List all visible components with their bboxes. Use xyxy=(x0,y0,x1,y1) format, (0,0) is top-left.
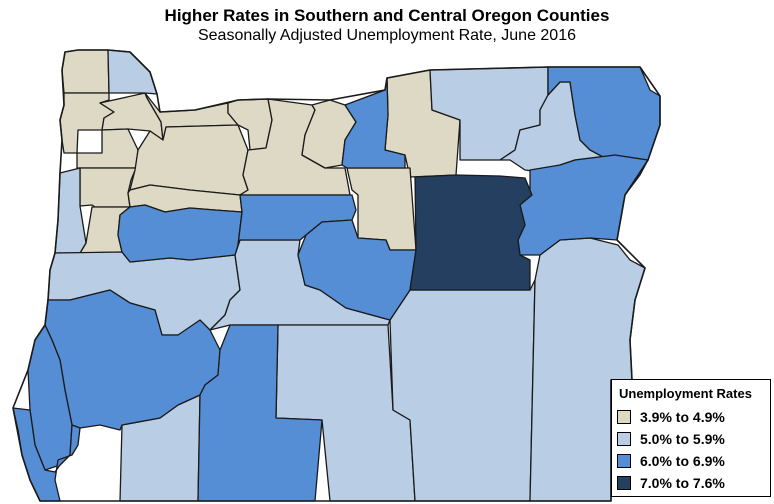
legend-label: 3.9% to 4.9% xyxy=(640,409,725,425)
legend-swatch-icon xyxy=(617,410,631,424)
map-legend: Unemployment Rates 3.9% to 4.9% 5.0% to … xyxy=(611,379,771,497)
map-title: Higher Rates in Southern and Central Ore… xyxy=(164,6,610,25)
county-region[interactable] xyxy=(79,167,137,208)
county-region[interactable] xyxy=(76,128,139,169)
county-region[interactable] xyxy=(117,204,243,263)
legend-label: 5.0% to 5.9% xyxy=(640,431,725,447)
legend-swatch-icon xyxy=(617,476,631,490)
state-outline xyxy=(12,49,661,502)
legend-item-tier4: 7.0% to 7.6% xyxy=(617,473,725,493)
county-region[interactable] xyxy=(409,174,533,291)
legend-swatch-icon xyxy=(617,432,631,446)
legend-label: 6.0% to 6.9% xyxy=(640,453,725,469)
legend-swatch-icon xyxy=(617,454,631,468)
legend-item-tier3: 6.0% to 6.9% xyxy=(617,451,725,471)
map-subtitle: Seasonally Adjusted Unemployment Rate, J… xyxy=(197,27,576,44)
county-region[interactable] xyxy=(61,49,110,94)
county-region[interactable] xyxy=(129,124,249,196)
legend-item-tier2: 5.0% to 5.9% xyxy=(617,429,725,449)
legend-item-tier1: 3.9% to 4.9% xyxy=(617,407,725,427)
legend-title: Unemployment Rates xyxy=(619,386,752,401)
legend-label: 7.0% to 7.6% xyxy=(640,475,725,491)
